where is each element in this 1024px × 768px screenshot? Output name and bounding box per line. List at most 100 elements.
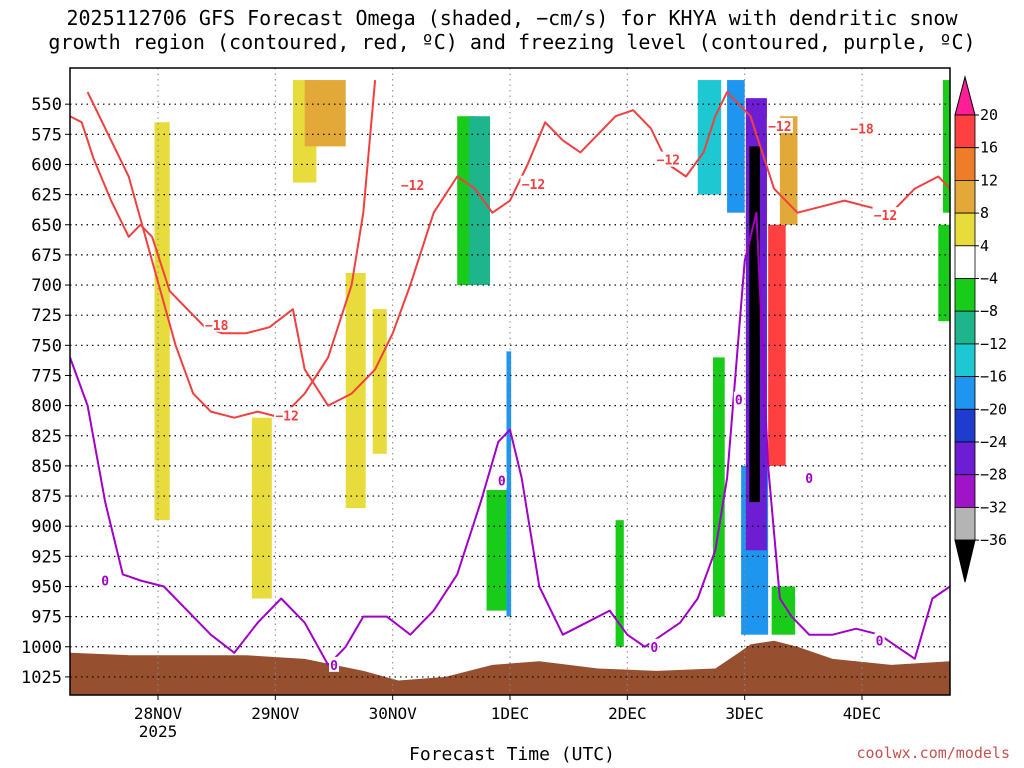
contour-label-bg (274, 407, 301, 423)
colorbar-segment (954, 408, 976, 443)
x-tick-label: 1DEC (491, 704, 530, 723)
contour-label: 0 (650, 641, 658, 656)
omega-region (712, 357, 725, 617)
y-tick-label: 825 (31, 427, 62, 447)
contour-label: 0 (498, 474, 506, 489)
y-tick-label: 750 (31, 336, 62, 356)
omega-region (727, 80, 745, 213)
colorbar-label: 16 (980, 139, 998, 157)
colorbar-segment (954, 376, 976, 410)
colorbar-label: −12 (980, 335, 1007, 353)
colorbar-label: −28 (980, 466, 1007, 484)
y-tick-label: 725 (31, 306, 62, 326)
contour-label: −12 (657, 154, 680, 169)
colorbar-segment (954, 179, 976, 214)
contour-freezing-level-0-c (70, 211, 950, 666)
colorbar-label: −20 (980, 400, 1007, 418)
contour-label: 0 (805, 472, 813, 487)
y-tick-label: 900 (31, 517, 62, 537)
x-tick-label: 30NOV (369, 704, 418, 723)
contour-labels: −12 −12 −12 −12 −12 −18 −12 −18 0 0 0 0 0 0 0 (100, 117, 899, 674)
colorbar-label: −32 (980, 498, 1007, 516)
contour--18-c (86, 80, 377, 419)
colorbar-segment (954, 474, 976, 508)
y-tick-label: 1000 (21, 638, 62, 658)
y-tick-label: 650 (31, 216, 62, 236)
contour-label-bg (766, 117, 793, 133)
colorbar-segment (954, 278, 976, 312)
contour-label-bg (203, 316, 230, 332)
colorbar-label: 8 (980, 204, 989, 222)
colorbar-label: −8 (980, 302, 998, 320)
contour-label-bg (649, 638, 660, 654)
colorbar-segment (954, 212, 976, 247)
y-axis: 550 575 600 625 650 675 700 725 750 775 800 825 850 8… (21, 95, 70, 688)
omega-region (938, 224, 950, 322)
colorbar-segment (954, 506, 976, 541)
colorbar-segment (954, 310, 976, 345)
x-tick-label: 4DEC (843, 704, 882, 723)
y-tick-label: 675 (31, 246, 62, 266)
contour-label: 0 (101, 574, 109, 589)
colorbar-label: −36 (980, 531, 1007, 549)
omega-region (468, 116, 491, 286)
omega-region (771, 586, 796, 635)
colorbar-segment (954, 343, 976, 377)
chart-title: 2025112706 GFS Forecast Omega (shaded, −… (0, 6, 1024, 54)
contour-label: 0 (330, 659, 338, 674)
colorbar-label: 4 (980, 237, 989, 255)
omega-region (768, 224, 786, 466)
x-tick-label: 28NOV (134, 704, 183, 723)
colorbar-segment (954, 147, 976, 181)
contour-label-bg (329, 656, 339, 672)
contour-label-bg (100, 572, 111, 588)
contour-label: 0 (876, 635, 884, 650)
y-tick-label: 875 (31, 487, 62, 507)
omega-region (615, 520, 624, 647)
omega-region (779, 116, 798, 225)
colorbar: 20 16 12 8 4 −4 −8 −12 −16 −20 −24 −28 −32 −36 (954, 75, 1007, 583)
colorbar-segment (954, 114, 976, 149)
colorbar-segment (954, 441, 976, 476)
contour-label: −12 (874, 209, 897, 224)
contour-label: −18 (205, 319, 229, 334)
y-tick-label: 925 (31, 547, 62, 567)
contour-label-bg (804, 469, 815, 485)
contour-label-bg (496, 472, 507, 488)
gridlines (70, 68, 950, 695)
y-tick-label: 950 (31, 577, 62, 597)
colorbar-segment (954, 245, 976, 279)
x-tick-label: 2DEC (608, 704, 647, 723)
y-tick-label: 775 (31, 366, 62, 386)
contour-label-bg (874, 632, 885, 648)
y-tick-label: 600 (31, 155, 62, 175)
y-tick-label: 625 (31, 186, 62, 206)
colorbar-arrow-bottom (954, 539, 976, 583)
omega-region (372, 309, 387, 454)
title-line-2: growth region (contoured, red, ºC) and f… (48, 30, 976, 54)
y-tick-label: 850 (31, 457, 62, 477)
watermark: coolwx.com/models (856, 744, 1010, 762)
contour-label: −18 (850, 122, 874, 137)
y-tick-label: 975 (31, 608, 62, 628)
colorbar-label: 12 (980, 171, 998, 189)
omega-region (506, 351, 512, 617)
colorbar-label: −4 (980, 270, 998, 288)
omega-region (304, 80, 346, 147)
colorbar-label: −24 (980, 433, 1007, 451)
contour--12-c (70, 91, 950, 407)
colorbar-label: −16 (980, 368, 1007, 386)
contour-lines (70, 80, 950, 666)
y-tick-label: 800 (31, 397, 62, 417)
omega-region (749, 146, 760, 503)
contour-label-bg (733, 391, 744, 407)
contour-label-bg (399, 176, 426, 192)
omega-region (154, 122, 170, 521)
y-tick-label: 1025 (21, 668, 62, 688)
colorbar-arrow-top (954, 75, 976, 116)
omega-region (251, 417, 272, 599)
omega-region (486, 490, 507, 611)
colorbar-label: 20 (980, 106, 998, 124)
